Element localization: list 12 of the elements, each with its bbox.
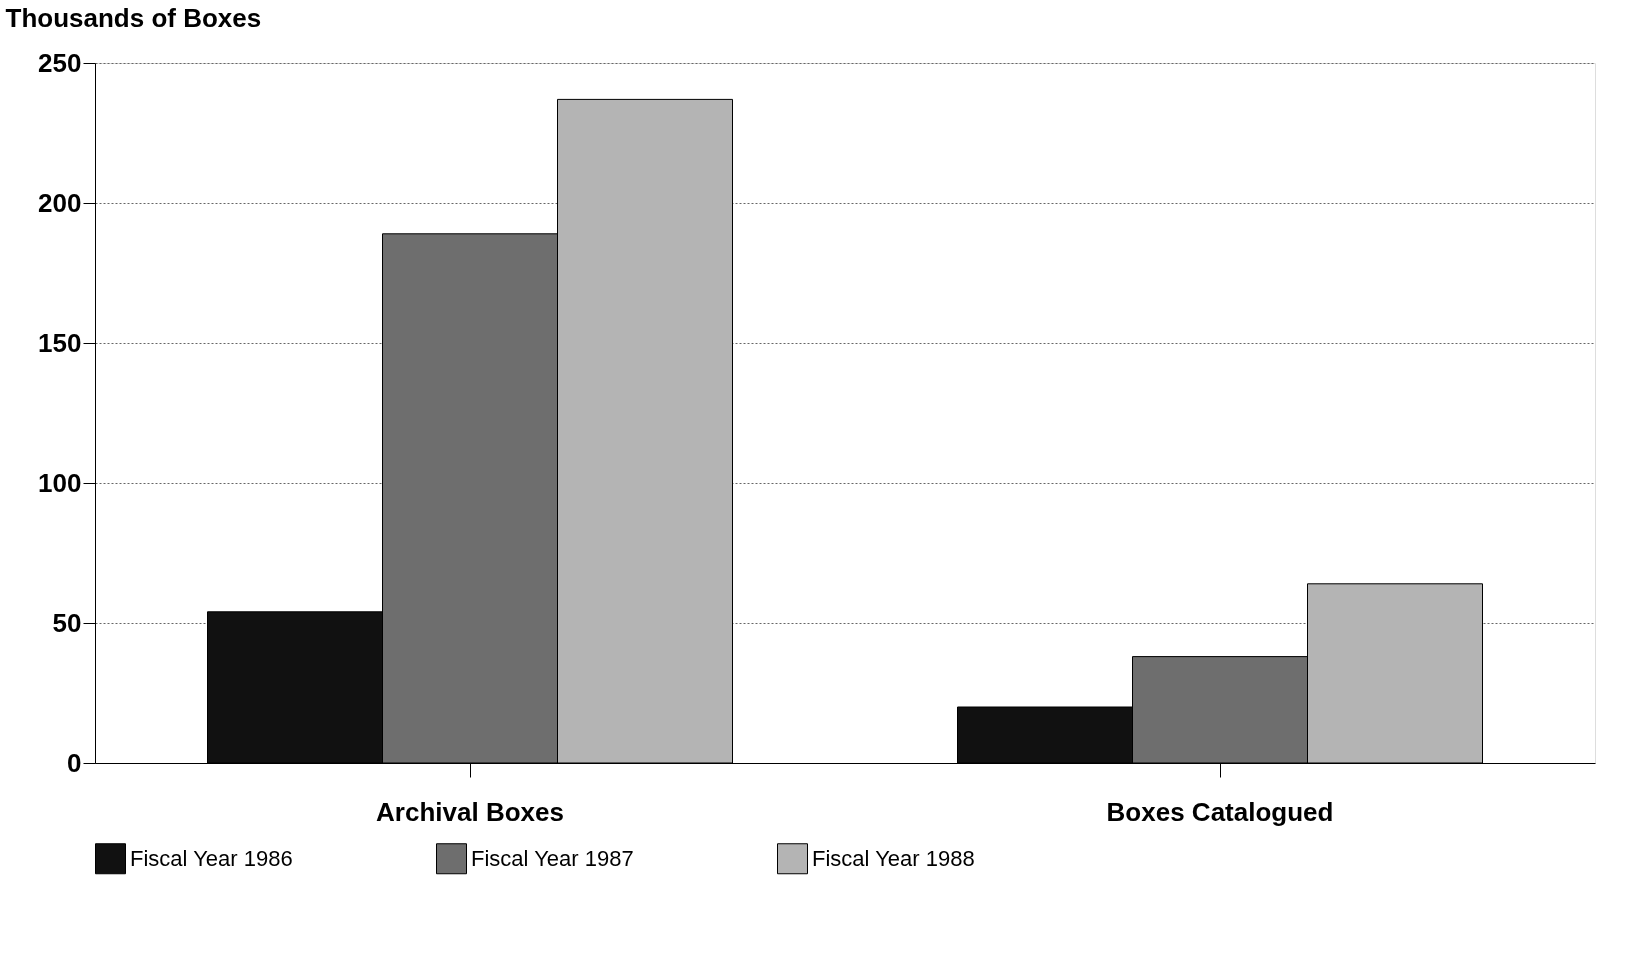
y-tick-label: 200 — [38, 187, 82, 218]
x-tick-label: Boxes Catalogued — [1106, 796, 1334, 827]
y-tick-label: 150 — [38, 327, 82, 358]
legend-label: Fiscal Year 1988 — [812, 845, 975, 871]
y-axis-title: Thousands of Boxes — [5, 2, 262, 33]
y-tick-label: 250 — [38, 47, 82, 78]
x-tick-label: Archival Boxes — [376, 796, 564, 827]
y-tick-label: 100 — [38, 467, 82, 498]
legend-label: Fiscal Year 1986 — [130, 845, 293, 871]
y-tick-label: 0 — [67, 747, 82, 778]
y-tick-label: 50 — [52, 607, 82, 638]
legend-label: Fiscal Year 1987 — [471, 845, 634, 871]
